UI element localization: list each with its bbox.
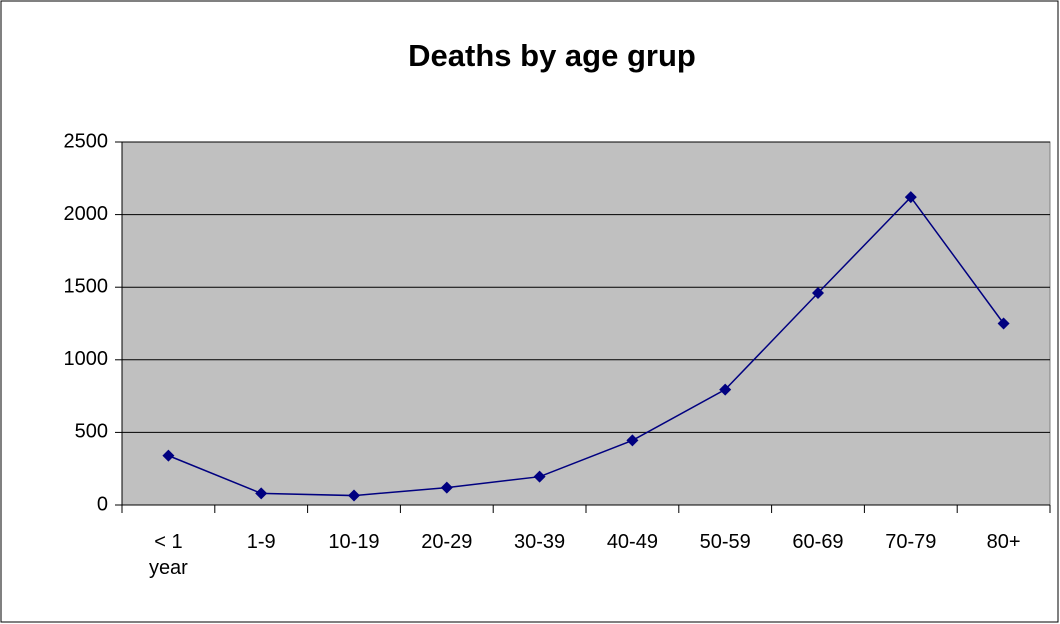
x-tick-label: 20-29 (421, 531, 473, 553)
x-tick-label: 10-19 (328, 531, 380, 553)
y-tick-label: 2000 (64, 203, 109, 225)
x-tick-label-box: 50-59 (699, 531, 751, 553)
y-tick-label: 500 (75, 421, 108, 443)
x-tick-label: 40-49 (606, 531, 658, 553)
point (719, 383, 732, 396)
series-line (168, 196, 1005, 497)
x-tick-label: 70-79 (885, 531, 937, 553)
point (533, 470, 546, 483)
x-tick-label-box: 80+ (986, 531, 1021, 553)
point (162, 449, 175, 462)
y-tick-label: 1000 (64, 348, 109, 370)
x-tick-label-box: 20-29 (421, 531, 473, 553)
point (812, 287, 824, 300)
point (255, 487, 268, 500)
x-tick-label: 50-59 (699, 531, 751, 553)
point (997, 317, 1010, 330)
x-tick-label-box: 30-39 (514, 531, 566, 553)
point (348, 489, 360, 502)
point (626, 434, 639, 447)
x-tick-label-box: 70-79 (885, 531, 937, 553)
y-tick-label: 0 (97, 493, 108, 515)
x-tick-label: 30-39 (514, 531, 566, 553)
x-tick-label: 1-9 (246, 531, 276, 553)
y-tick-label: 1500 (64, 275, 109, 297)
plot-area (121, 141, 1051, 506)
point (440, 481, 453, 494)
x-tick-label-box: 40-49 (606, 531, 658, 553)
x-tick-label-box: 60-69 (792, 531, 844, 553)
x-tick-label: 80+ (986, 531, 1021, 553)
point (904, 191, 917, 204)
y-tick-label: 2500 (64, 130, 109, 152)
x-tick-label-box: 1-9 (246, 531, 276, 553)
x-tick-label: < 1 year (148, 531, 188, 579)
x-tick-label: 60-69 (792, 531, 844, 553)
x-tick-label-box: 10-19 (328, 531, 380, 553)
x-tick-label-box: < 1 year (148, 531, 188, 579)
chart-title: Deaths by age grup (408, 38, 696, 73)
